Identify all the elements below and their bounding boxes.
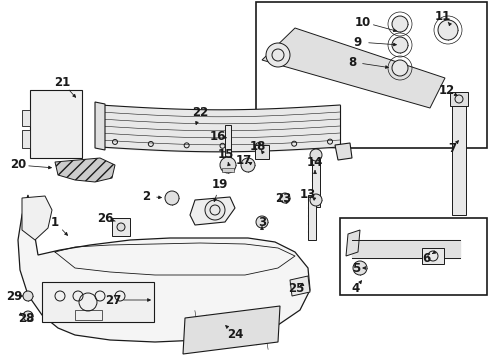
Circle shape (391, 37, 407, 53)
Circle shape (391, 16, 407, 32)
Circle shape (437, 20, 457, 40)
Polygon shape (262, 28, 444, 108)
Text: 25: 25 (287, 282, 304, 294)
Circle shape (164, 191, 179, 205)
Text: 28: 28 (18, 311, 34, 324)
Polygon shape (55, 158, 115, 182)
Text: 7: 7 (447, 141, 455, 154)
Bar (42, 282, 154, 322)
Text: 18: 18 (249, 139, 265, 153)
Bar (307, 195, 315, 240)
Bar (22, 110, 30, 126)
Polygon shape (289, 276, 309, 296)
Text: 23: 23 (274, 192, 290, 204)
Circle shape (309, 194, 321, 206)
Text: 5: 5 (351, 261, 359, 274)
Text: 11: 11 (434, 9, 450, 22)
Text: 3: 3 (257, 216, 265, 229)
Circle shape (241, 158, 254, 172)
Polygon shape (22, 196, 52, 240)
Bar (421, 248, 443, 264)
Bar (311, 152, 319, 207)
Circle shape (265, 43, 289, 67)
Bar (451, 95, 465, 215)
Circle shape (220, 157, 236, 173)
Bar (22, 130, 30, 148)
Text: 19: 19 (211, 179, 228, 192)
Text: 13: 13 (299, 188, 315, 201)
Text: 6: 6 (421, 252, 429, 265)
Text: 22: 22 (191, 105, 208, 118)
Polygon shape (334, 143, 351, 160)
Circle shape (309, 149, 321, 161)
Text: 24: 24 (226, 328, 243, 341)
Text: 10: 10 (354, 15, 370, 28)
Bar (254, 145, 268, 159)
Bar (256, 2, 486, 148)
Polygon shape (183, 306, 280, 354)
Text: 8: 8 (347, 55, 355, 68)
Text: 9: 9 (353, 36, 362, 49)
Bar (224, 125, 230, 163)
Circle shape (204, 200, 224, 220)
Text: 16: 16 (209, 130, 226, 143)
Text: 29: 29 (6, 289, 22, 302)
Polygon shape (95, 102, 105, 150)
Text: 12: 12 (438, 84, 454, 96)
Polygon shape (190, 197, 235, 225)
Text: 20: 20 (10, 158, 26, 171)
Circle shape (23, 291, 33, 301)
Circle shape (280, 193, 289, 203)
Polygon shape (346, 230, 359, 256)
Text: 1: 1 (51, 216, 59, 229)
Text: 2: 2 (142, 189, 150, 202)
Bar (222, 168, 234, 172)
Polygon shape (18, 195, 309, 342)
Circle shape (352, 261, 366, 275)
Circle shape (117, 223, 125, 231)
Text: 26: 26 (97, 211, 113, 225)
Text: 21: 21 (54, 76, 70, 89)
Text: 4: 4 (351, 282, 359, 294)
Circle shape (391, 60, 407, 76)
Text: 17: 17 (235, 153, 252, 166)
Circle shape (23, 311, 33, 321)
Text: 27: 27 (104, 293, 121, 306)
Bar (339, 218, 486, 295)
Circle shape (256, 216, 267, 228)
Text: 15: 15 (217, 148, 234, 162)
Bar (112, 218, 130, 236)
Text: 14: 14 (306, 157, 323, 170)
Bar (449, 92, 467, 106)
Bar (30, 90, 82, 158)
